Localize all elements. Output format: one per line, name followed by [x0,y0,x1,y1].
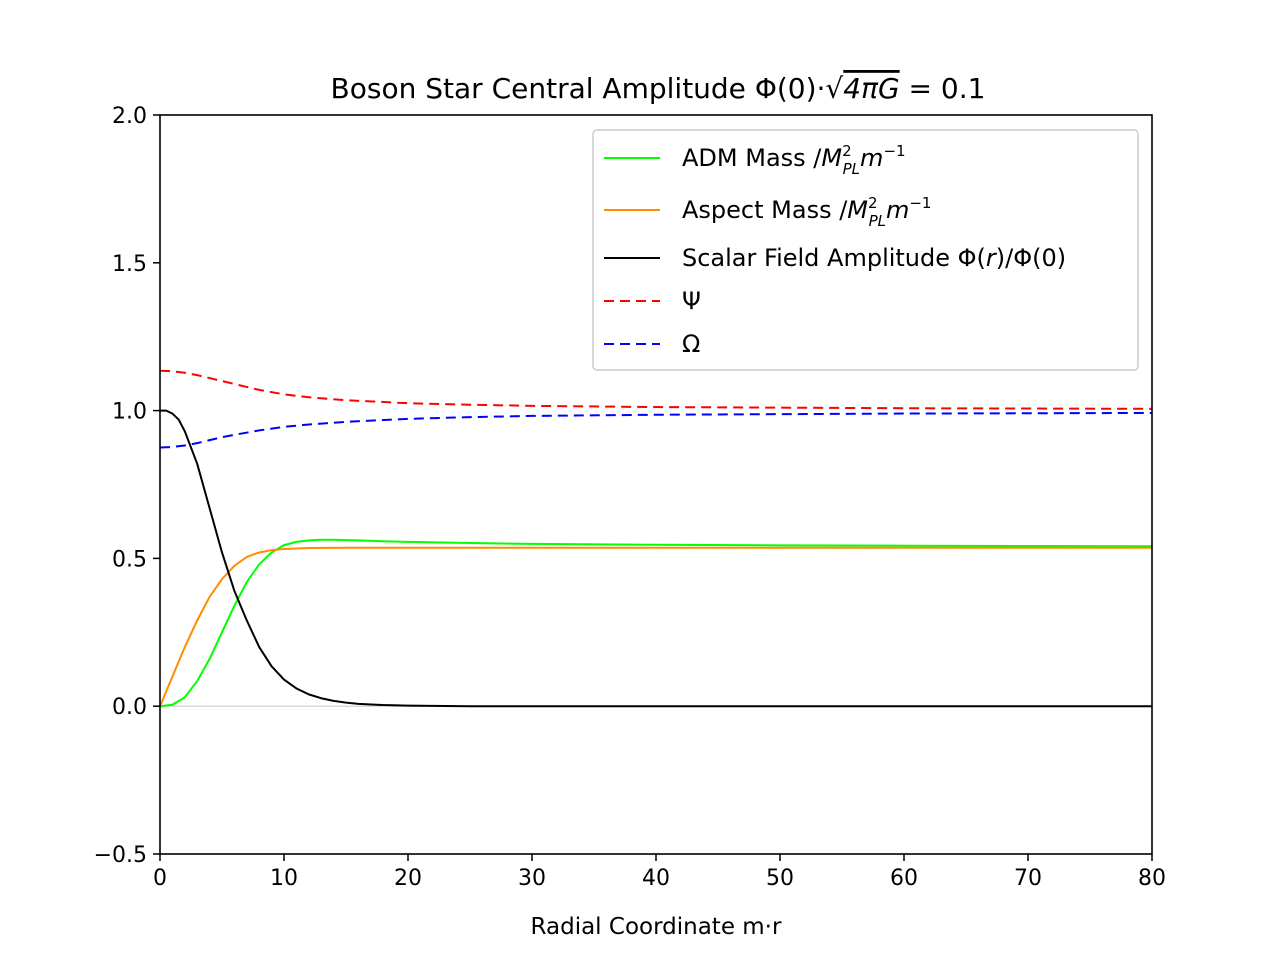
legend-label-adm-mass: ADM Mass /M2 PLm−1 [682,142,906,178]
y-axis-ticks: −0.5 0.0 0.5 1.0 1.5 2.0 [94,104,160,868]
chart-title: Boson Star Central Amplitude Φ(0)·√4πG =… [331,72,986,105]
x-tick-label: 50 [766,866,794,891]
y-tick-label: 1.0 [112,400,147,425]
legend-label-psi: Ψ [682,287,701,315]
series-line-2 [160,409,1152,708]
legend-label-aspect-mass: Aspect Mass /M2 PLm−1 [682,194,931,230]
chart-title-radical: √ [825,72,843,105]
y-tick-label: 2.0 [112,104,147,129]
series-line-1 [159,546,1152,707]
x-axis-label: Radial Coordinate m·r [531,914,782,940]
chart-title-suffix: = 0.1 [900,72,986,105]
y-tick-label: −0.5 [94,843,147,868]
series-line-3 [159,369,1153,410]
y-tick-label: 0.0 [112,695,147,720]
legend-frame [592,129,1139,371]
chart-title-prefix: Boson Star Central Amplitude Φ(0)· [331,72,826,105]
legend-label-scalar-field: Scalar Field Amplitude Φ(r)/Φ(0) [682,244,1066,272]
x-axis-ticks: 0 10 20 30 40 50 60 70 80 [153,854,1166,891]
series-layer [159,369,1153,708]
x-tick-label: 20 [394,866,422,891]
series-line-4 [159,411,1153,449]
x-tick-label: 80 [1138,866,1166,891]
y-tick-label: 1.5 [112,252,147,277]
x-tick-label: 60 [890,866,918,891]
legend-label-omega: Ω [682,330,700,358]
series-line-0 [159,538,1153,708]
x-tick-label: 40 [642,866,670,891]
x-tick-label: 70 [1014,866,1042,891]
chart-title-radicand: 4πG [843,72,899,105]
legend: ADM Mass /M2 PLm−1 Aspect Mass /M2 PLm−1 S… [592,129,1139,371]
y-tick-label: 0.5 [112,547,147,572]
x-tick-label: 0 [153,866,167,891]
x-tick-label: 10 [270,866,298,891]
plot-area: 0 10 20 30 40 50 60 70 80 −0.5 0.0 0.5 1.0 1.5 2.0 [94,104,1166,891]
x-tick-label: 30 [518,866,546,891]
